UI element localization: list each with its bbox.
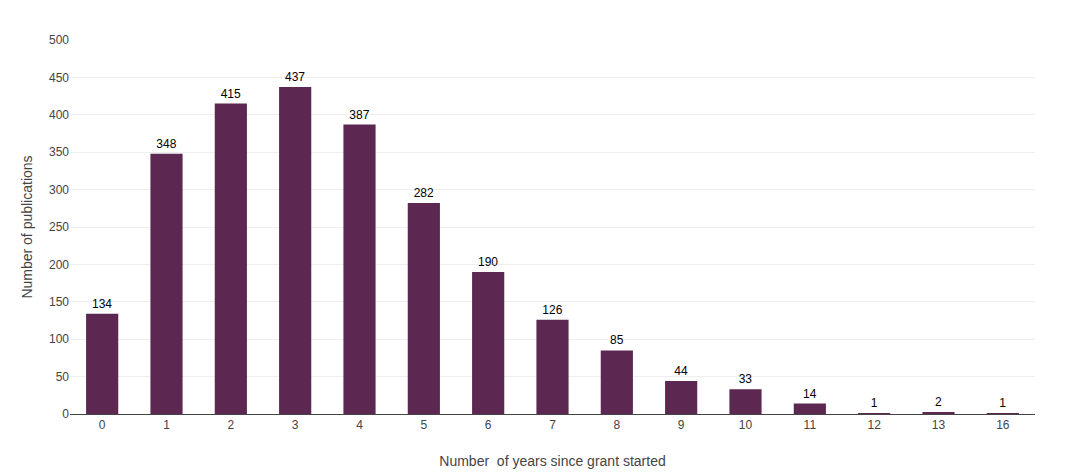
svg-text:Number of years since grant s: Number of years since grant started: [439, 453, 665, 469]
svg-text:350: 350: [49, 145, 69, 159]
svg-text:8: 8: [613, 418, 620, 432]
svg-text:5: 5: [420, 418, 427, 432]
svg-text:300: 300: [49, 183, 69, 197]
svg-text:400: 400: [49, 108, 69, 122]
svg-text:85: 85: [610, 333, 624, 347]
svg-text:0: 0: [62, 407, 69, 421]
svg-text:2: 2: [227, 418, 234, 432]
svg-text:11: 11: [804, 418, 817, 432]
svg-text:44: 44: [674, 364, 688, 378]
svg-text:0: 0: [99, 418, 106, 432]
svg-text:6: 6: [485, 418, 492, 432]
svg-text:100: 100: [49, 332, 69, 346]
svg-text:200: 200: [49, 258, 69, 272]
svg-text:12: 12: [867, 418, 881, 432]
svg-text:1: 1: [999, 396, 1006, 410]
svg-text:282: 282: [414, 186, 434, 200]
svg-text:14: 14: [803, 387, 817, 401]
svg-text:10: 10: [739, 418, 753, 432]
svg-text:190: 190: [478, 255, 498, 269]
svg-text:1: 1: [871, 396, 878, 410]
svg-text:126: 126: [542, 303, 562, 317]
svg-text:9: 9: [678, 418, 685, 432]
svg-text:348: 348: [156, 137, 176, 151]
svg-text:134: 134: [92, 297, 112, 311]
svg-text:50: 50: [56, 370, 70, 384]
svg-text:Number of publications: Number of publications: [19, 155, 35, 298]
svg-text:250: 250: [49, 220, 69, 234]
svg-text:500: 500: [49, 33, 69, 47]
svg-text:415: 415: [221, 87, 241, 101]
svg-text:150: 150: [49, 295, 69, 309]
svg-text:3: 3: [292, 418, 299, 432]
svg-text:33: 33: [739, 372, 753, 386]
svg-text:16: 16: [996, 418, 1010, 432]
svg-text:2: 2: [935, 395, 942, 409]
svg-text:450: 450: [49, 71, 69, 85]
svg-text:4: 4: [356, 418, 363, 432]
svg-text:7: 7: [549, 418, 556, 432]
svg-text:437: 437: [285, 70, 305, 84]
svg-text:13: 13: [932, 418, 946, 432]
svg-text:387: 387: [349, 108, 369, 122]
svg-text:1: 1: [163, 418, 170, 432]
